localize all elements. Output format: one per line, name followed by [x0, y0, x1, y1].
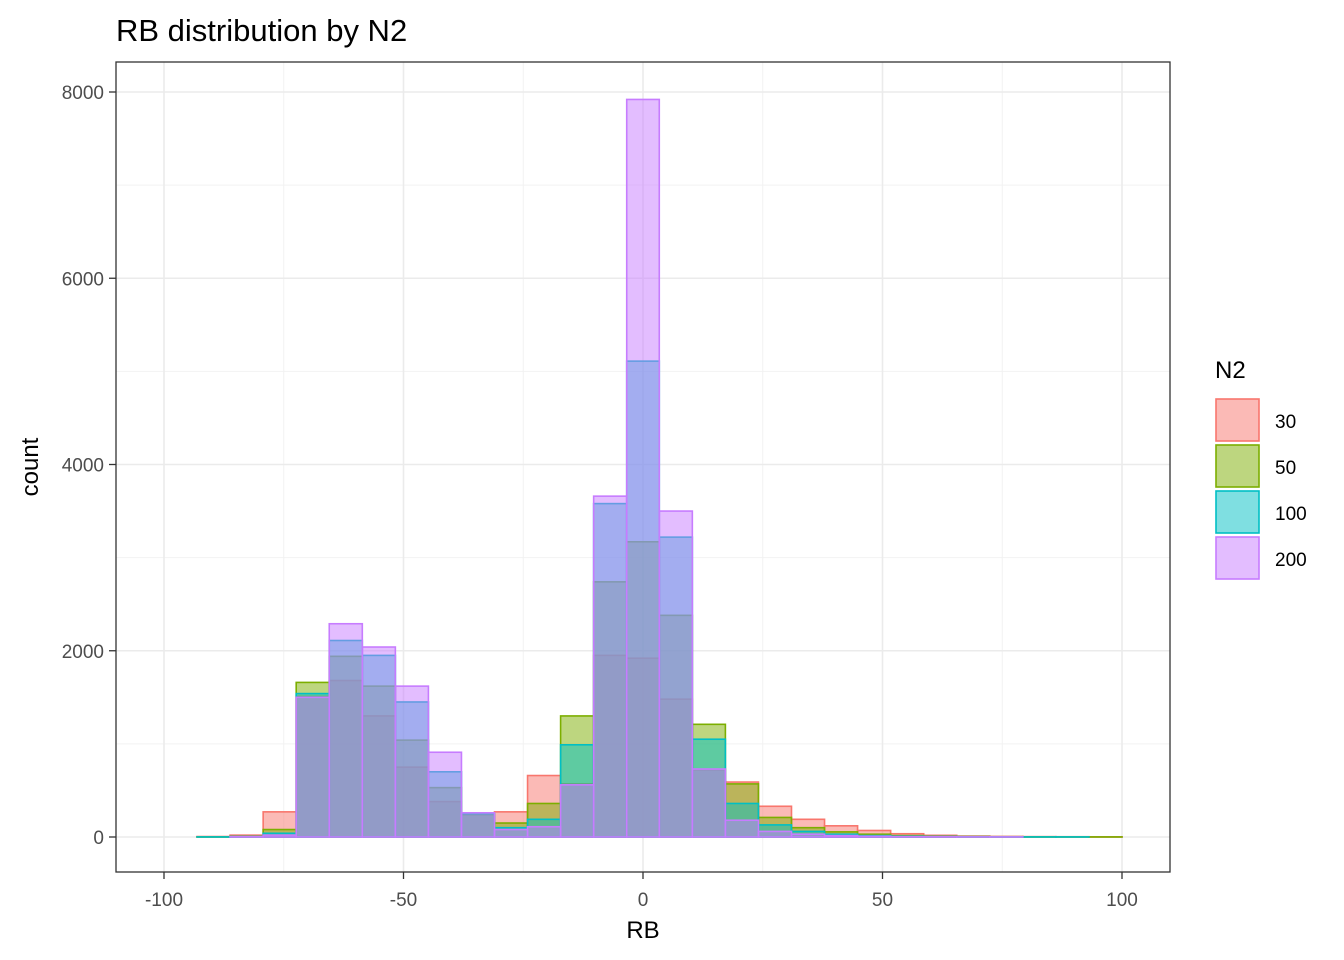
- legend-key-200: [1215, 536, 1260, 580]
- bar-200-14: [625, 98, 661, 838]
- bar-200-3: [262, 834, 298, 838]
- chart-title: RB distribution by N2: [116, 13, 407, 48]
- legend-label-30: 30: [1275, 412, 1296, 433]
- bar-200-7: [394, 685, 430, 838]
- y-tick-label: 8000: [62, 83, 104, 104]
- x-tick-label: -50: [390, 890, 417, 911]
- bar-200-12: [559, 784, 595, 838]
- x-tick-label: -100: [145, 890, 183, 911]
- y-tick-label: 2000: [62, 642, 104, 663]
- bar-200-21: [856, 835, 892, 838]
- y-tick-label: 6000: [62, 269, 104, 290]
- bar-200-11: [526, 825, 562, 838]
- legend-key-30: [1215, 398, 1260, 442]
- bar-200-6: [361, 646, 397, 838]
- legend: N2 30 50 100 200: [1215, 357, 1307, 580]
- y-tick-label: 4000: [62, 456, 104, 477]
- x-axis: -100 -50 0 50 100: [145, 872, 1138, 911]
- bar-200-9: [460, 811, 496, 838]
- y-axis-title: count: [17, 437, 44, 496]
- bar-200-18: [757, 830, 793, 838]
- bar-200-17: [724, 819, 760, 838]
- x-tick-label: 100: [1106, 890, 1138, 911]
- bar-200-15: [658, 510, 694, 838]
- y-axis: 0 2000 4000 6000 8000: [62, 83, 116, 849]
- bar-200-10: [493, 828, 529, 838]
- bar-200-13: [592, 495, 628, 838]
- legend-label-50: 50: [1275, 458, 1296, 479]
- x-tick-label: 50: [872, 890, 893, 911]
- bar-200-16: [691, 768, 727, 838]
- legend-title: N2: [1215, 357, 1246, 384]
- bar-200-8: [427, 751, 463, 838]
- legend-label-200: 200: [1275, 550, 1307, 571]
- legend-key-100: [1215, 490, 1260, 534]
- bar-200-19: [790, 833, 826, 838]
- bar-200-5: [328, 622, 364, 838]
- histogram-bars: [196, 98, 1123, 838]
- bar-200-20: [823, 834, 859, 838]
- x-tick-label: 0: [638, 890, 649, 911]
- y-tick-label: 0: [93, 828, 104, 849]
- x-axis-title: RB: [626, 917, 659, 944]
- bar-200-4: [295, 696, 331, 838]
- legend-label-100: 100: [1275, 504, 1307, 525]
- legend-key-50: [1215, 444, 1260, 488]
- series-200: [229, 98, 1024, 838]
